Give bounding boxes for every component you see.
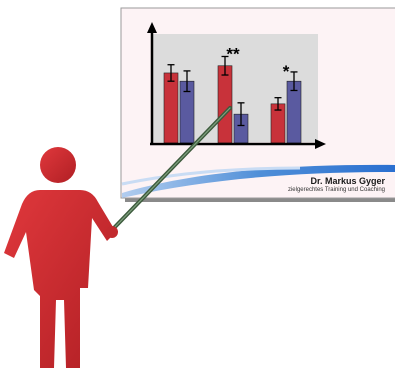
- pointer-highlight: [111, 107, 231, 231]
- presenter-hand: [106, 226, 118, 238]
- significance-marker: **: [226, 44, 240, 63]
- bar-red-group-1: [163, 72, 179, 144]
- swoosh-highlight: [121, 166, 301, 186]
- y-axis-arrow: [147, 22, 157, 33]
- presenter-body: [4, 190, 116, 368]
- x-axis-arrow: [315, 139, 326, 149]
- bar-red-group-2: [217, 65, 233, 144]
- significance-marker: *: [283, 62, 290, 81]
- slide-author: Dr. Markus Gyger: [310, 176, 385, 186]
- presenter-head: [40, 147, 76, 183]
- bars-layer: ***: [163, 44, 302, 144]
- slide-tagline: zielgerechtes Training und Coaching: [287, 187, 385, 193]
- swoosh-decoration: [122, 164, 395, 198]
- presenter-figure: [4, 147, 116, 368]
